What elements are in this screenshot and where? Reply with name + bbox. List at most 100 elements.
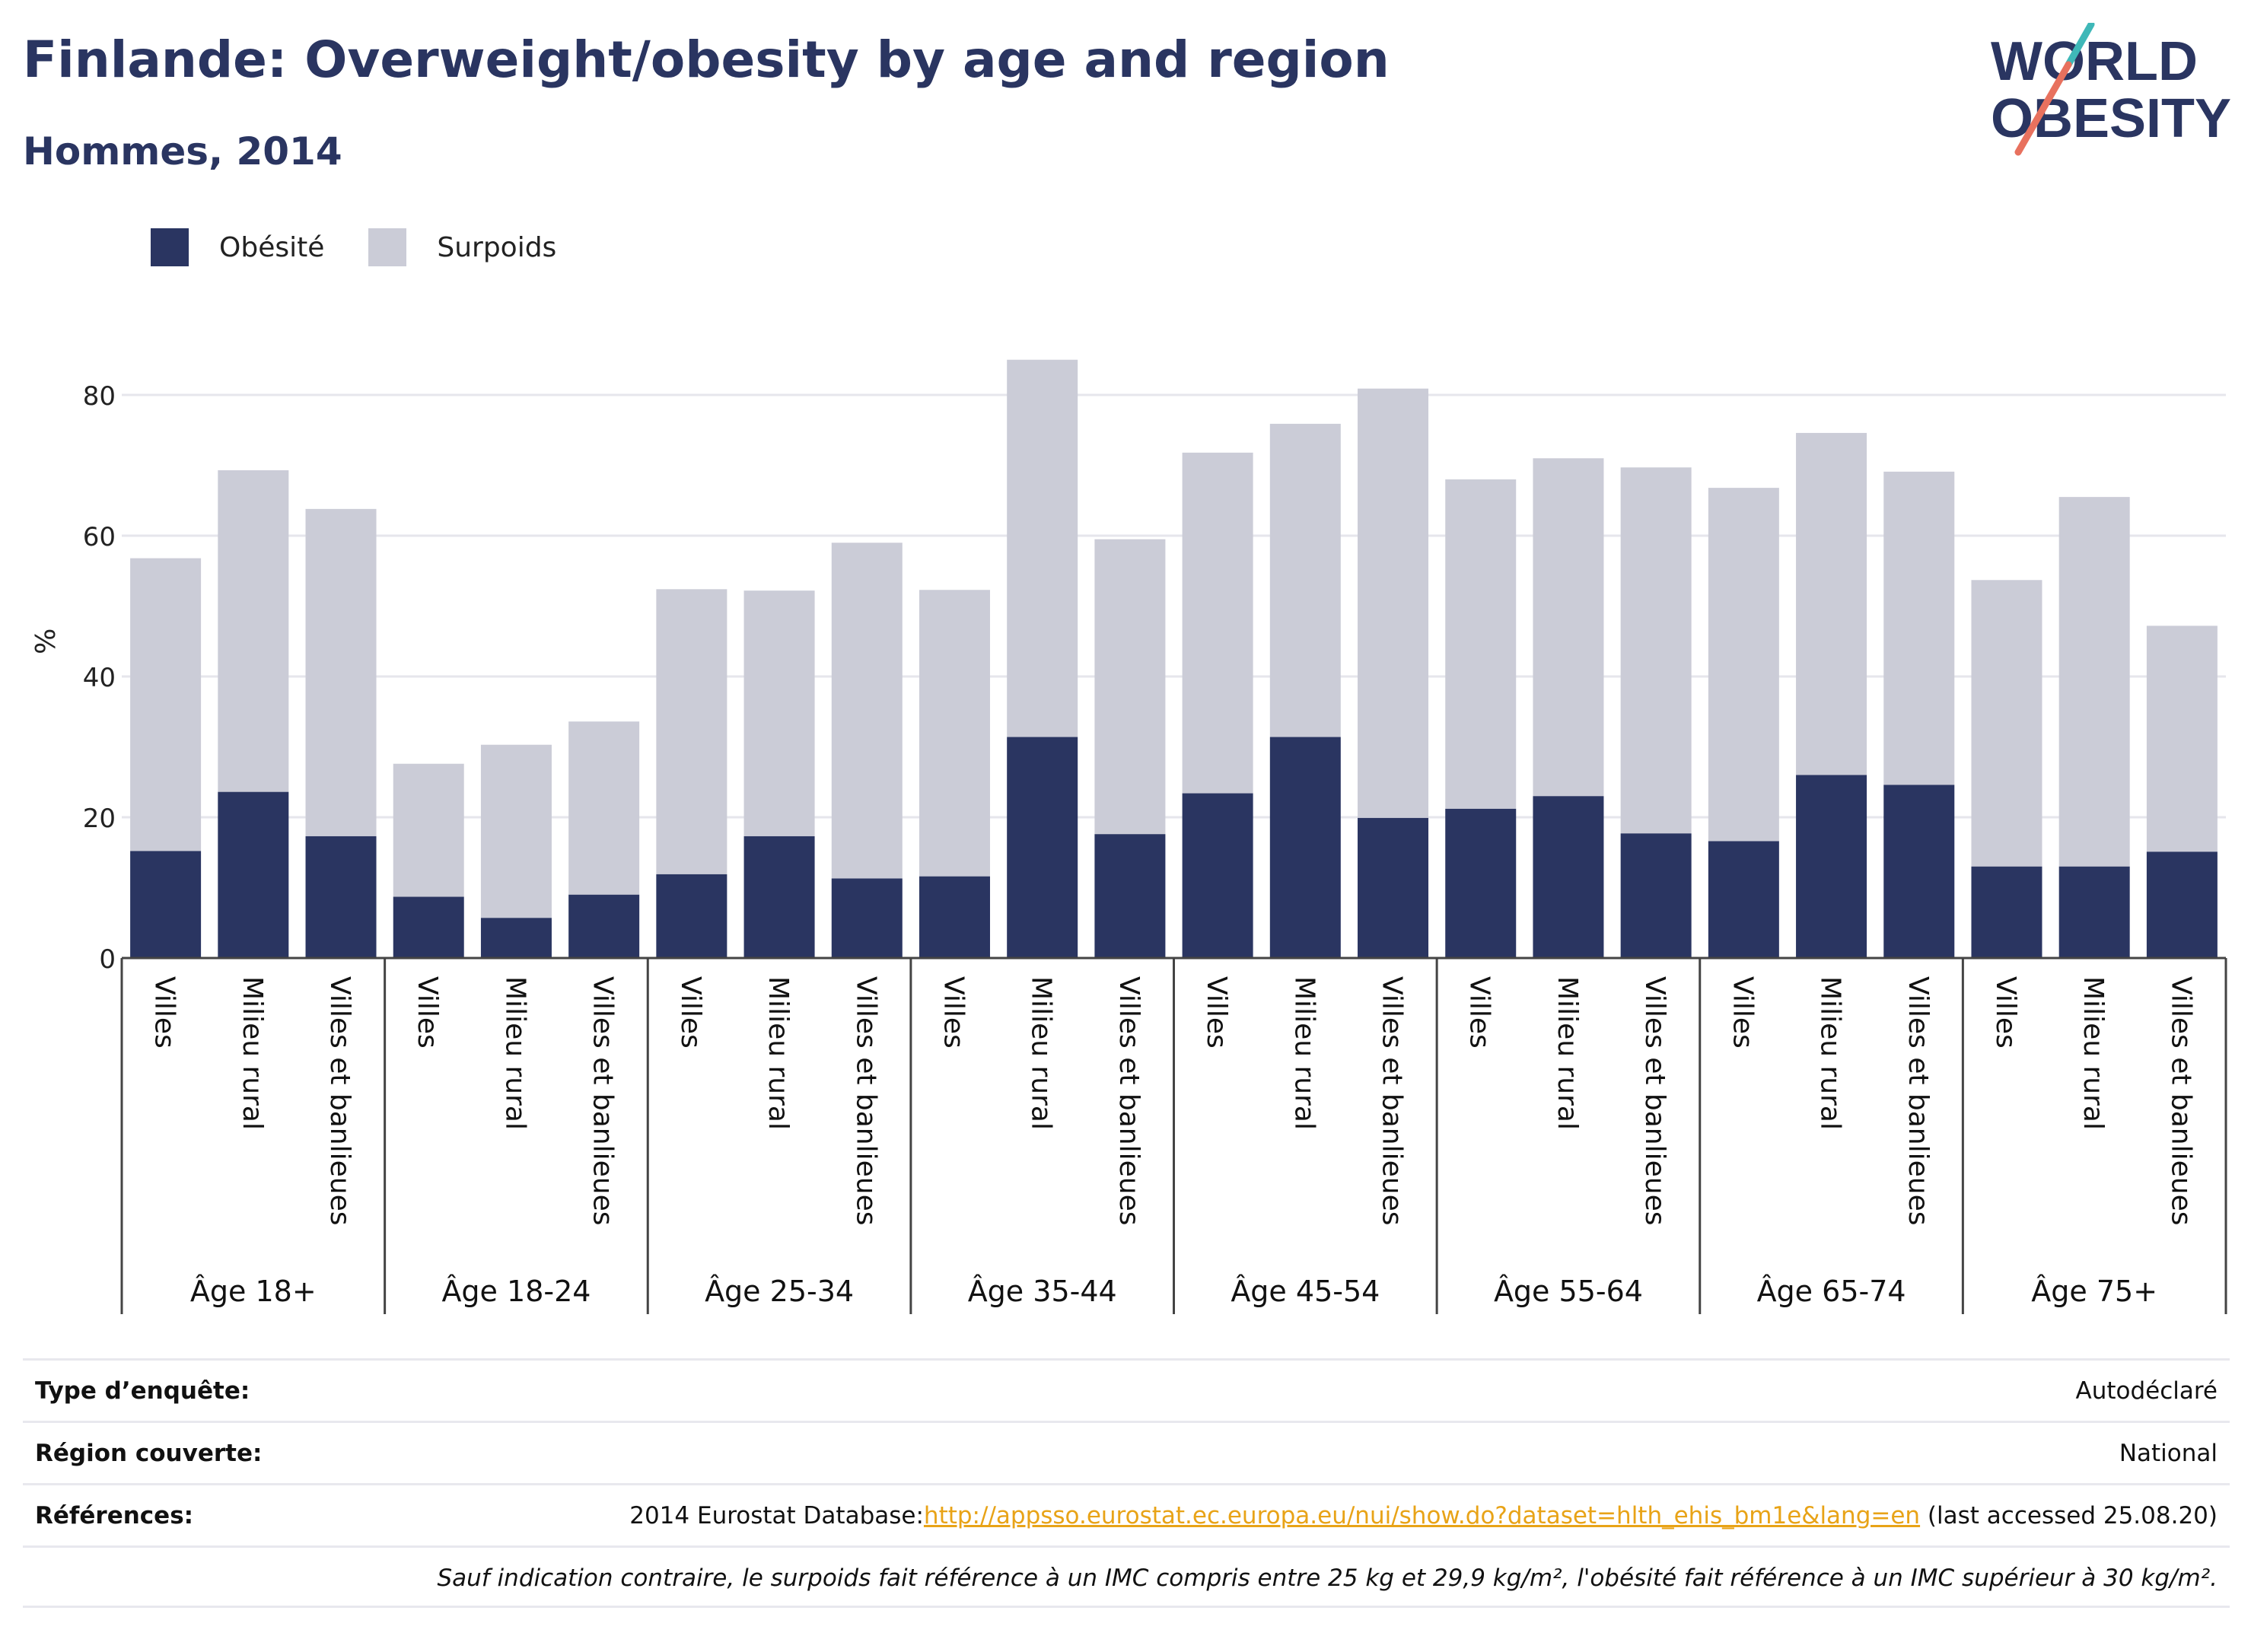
x-category-label: Villes et banlieues bbox=[1377, 976, 1408, 1226]
bar-obesity[interactable] bbox=[305, 836, 377, 958]
x-category-label: Villes bbox=[1727, 976, 1758, 1049]
bar-obesity[interactable] bbox=[1445, 808, 1517, 958]
survey-type-label: Type d’enquête: bbox=[35, 1377, 250, 1405]
legend-item-overweight[interactable]: Surpoids bbox=[368, 228, 556, 266]
bar-obesity[interactable] bbox=[1533, 796, 1604, 958]
bar-overweight[interactable] bbox=[656, 589, 728, 874]
bar-obesity[interactable] bbox=[1883, 785, 1955, 958]
references-link[interactable]: http://appsso.eurostat.ec.europa.eu/nui/… bbox=[923, 1502, 1921, 1529]
region-value: National bbox=[2119, 1440, 2218, 1467]
bar-overweight[interactable] bbox=[480, 744, 552, 918]
bar-overweight[interactable] bbox=[1445, 479, 1517, 809]
bar-overweight[interactable] bbox=[130, 558, 202, 851]
bar-overweight[interactable] bbox=[1269, 423, 1341, 737]
legend-label-overweight: Surpoids bbox=[437, 231, 557, 263]
x-category-label: Milieu rural bbox=[1288, 976, 1320, 1130]
logo-slash-coral bbox=[2014, 61, 2072, 156]
bar-overweight[interactable] bbox=[2146, 625, 2218, 852]
bar-overweight[interactable] bbox=[1620, 467, 1692, 834]
x-category-label: Milieu rural bbox=[2077, 976, 2109, 1130]
bar-obesity[interactable] bbox=[831, 878, 903, 958]
bar-obesity[interactable] bbox=[2146, 851, 2218, 958]
bar-overweight[interactable] bbox=[568, 721, 640, 895]
x-category-label: Villes et banlieues bbox=[2165, 976, 2196, 1226]
bar-overweight[interactable] bbox=[1007, 359, 1078, 737]
x-category-label: Milieu rural bbox=[1026, 976, 1057, 1130]
bar-obesity[interactable] bbox=[1182, 793, 1253, 958]
bar-overweight[interactable] bbox=[218, 469, 289, 792]
bar-obesity[interactable] bbox=[1094, 834, 1166, 958]
x-category-label: Villes bbox=[149, 976, 180, 1049]
bar-obesity[interactable] bbox=[2058, 866, 2130, 958]
bar-overweight[interactable] bbox=[919, 590, 990, 877]
survey-type-value: Autodéclaré bbox=[2075, 1377, 2218, 1405]
y-tick-label: 80 bbox=[83, 381, 116, 412]
bar-overweight[interactable] bbox=[1796, 432, 1867, 775]
bar-obesity[interactable] bbox=[656, 874, 728, 958]
references-suffix: (last accessed 25.08.20) bbox=[1920, 1502, 2218, 1529]
logo-line1: WORLD bbox=[1991, 31, 2198, 92]
info-table: Type d’enquête: Autodéclaré Région couve… bbox=[23, 1358, 2230, 1608]
bar-obesity[interactable] bbox=[218, 791, 289, 958]
x-group-label: Âge 75+ bbox=[2031, 1275, 2157, 1308]
y-tick-label: 20 bbox=[83, 804, 116, 834]
bar-overweight[interactable] bbox=[2058, 497, 2130, 867]
definition-note: Sauf indication contraire, le surpoids f… bbox=[437, 1564, 2218, 1592]
info-row-note: Sauf indication contraire, le surpoids f… bbox=[23, 1545, 2230, 1608]
x-category-label: Villes bbox=[675, 976, 706, 1049]
region-label: Région couverte: bbox=[35, 1440, 263, 1467]
x-category-label: Villes bbox=[1990, 976, 2021, 1049]
y-axis-label: % bbox=[30, 629, 62, 654]
info-row-survey-type: Type d’enquête: Autodéclaré bbox=[23, 1358, 2230, 1421]
chart-title: Finlande: Overweight/obesity by age and … bbox=[23, 30, 1390, 89]
logo-line2: OBESITY bbox=[1991, 88, 2231, 149]
x-group-label: Âge 18+ bbox=[190, 1275, 317, 1308]
bar-overweight[interactable] bbox=[831, 543, 903, 879]
bar-obesity[interactable] bbox=[568, 894, 640, 958]
bar-overweight[interactable] bbox=[1094, 539, 1166, 835]
bar-obesity[interactable] bbox=[393, 896, 464, 958]
bar-obesity[interactable] bbox=[1358, 817, 1429, 958]
y-tick-label: 40 bbox=[83, 663, 116, 693]
bar-overweight[interactable] bbox=[1971, 580, 2042, 867]
bar-obesity[interactable] bbox=[1620, 833, 1692, 958]
bar-overweight[interactable] bbox=[305, 508, 377, 836]
legend-label-obesity: Obésité bbox=[219, 231, 325, 263]
x-category-label: Villes et banlieues bbox=[324, 976, 355, 1226]
bar-overweight[interactable] bbox=[1182, 452, 1253, 794]
x-group-label: Âge 45-54 bbox=[1231, 1275, 1380, 1308]
legend-swatch-obesity bbox=[151, 228, 189, 266]
stacked-bar-chart: 0 20 40 60 80% Villes Milieu rural Villes et ba… bbox=[30, 359, 2227, 1314]
bar-obesity[interactable] bbox=[1269, 737, 1341, 958]
x-category-label: Villes et banlieues bbox=[850, 976, 881, 1226]
references-value: 2014 Eurostat Database:http://appsso.eur… bbox=[629, 1485, 2218, 1546]
bar-obesity[interactable] bbox=[919, 876, 990, 958]
bar-overweight[interactable] bbox=[743, 590, 815, 836]
bar-obesity[interactable] bbox=[743, 836, 815, 958]
references-label: Références: bbox=[35, 1502, 194, 1529]
x-category-label: Villes bbox=[412, 976, 443, 1049]
bar-overweight[interactable] bbox=[1883, 471, 1955, 785]
bar-overweight[interactable] bbox=[393, 763, 464, 897]
x-category-label: Villes bbox=[1201, 976, 1232, 1049]
x-category-label: Milieu rural bbox=[1552, 976, 1583, 1130]
bar-obesity[interactable] bbox=[1796, 775, 1867, 959]
x-category-label: Villes et banlieues bbox=[1902, 976, 1934, 1226]
bar-obesity[interactable] bbox=[1007, 737, 1078, 958]
y-tick-label: 0 bbox=[99, 944, 116, 975]
bar-obesity[interactable] bbox=[130, 851, 202, 958]
x-category-label: Villes et banlieues bbox=[1639, 976, 1670, 1226]
references-prefix: 2014 Eurostat Database: bbox=[629, 1502, 924, 1529]
bar-overweight[interactable] bbox=[1708, 488, 1779, 842]
legend-swatch-overweight bbox=[368, 228, 407, 266]
legend-item-obesity[interactable]: Obésité bbox=[151, 228, 324, 266]
bar-obesity[interactable] bbox=[480, 918, 552, 958]
bar-obesity[interactable] bbox=[1971, 866, 2042, 958]
bar-overweight[interactable] bbox=[1358, 388, 1429, 818]
x-category-label: Milieu rural bbox=[499, 976, 530, 1130]
bar-overweight[interactable] bbox=[1533, 458, 1604, 797]
bar-obesity[interactable] bbox=[1708, 841, 1779, 958]
x-group-label: Âge 65-74 bbox=[1757, 1275, 1906, 1308]
x-category-label: Villes et banlieues bbox=[587, 976, 619, 1226]
chart-subtitle: Hommes, 2014 bbox=[23, 129, 342, 173]
